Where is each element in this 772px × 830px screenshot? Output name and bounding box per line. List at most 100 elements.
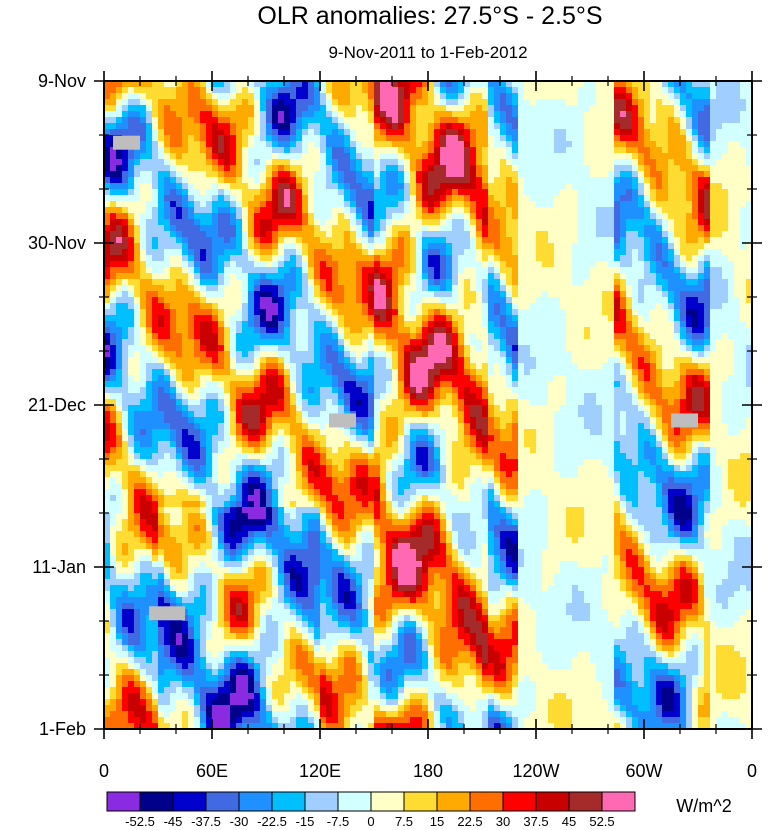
heatmap-cell [272,237,279,244]
heatmap-cell [350,255,357,262]
heatmap-cell [248,615,255,622]
heatmap-cell [374,357,381,364]
heatmap-cell [236,339,243,346]
heatmap-cell [260,291,267,298]
heatmap-cell [182,153,189,160]
heatmap-cell [374,711,381,718]
heatmap-cell [284,93,291,100]
heatmap-cell [320,597,327,604]
heatmap-cell [284,153,291,160]
heatmap-cell [266,495,273,502]
heatmap-cell [368,513,375,520]
heatmap-cell [314,357,321,364]
heatmap-cell [212,363,219,370]
heatmap-cell [272,489,279,496]
heatmap-cell [296,549,303,556]
heatmap-cell [242,387,249,394]
heatmap-cell [266,405,273,412]
heatmap-cell [140,99,147,106]
heatmap-cell [302,513,309,520]
heatmap-cell [320,363,327,370]
heatmap-cell [242,465,249,472]
heatmap-cell [248,627,255,634]
heatmap-cell [350,549,357,556]
heatmap-cell [170,393,177,400]
heatmap-cell [224,393,231,400]
heatmap-cell [164,339,171,346]
heatmap-cell [104,141,111,148]
heatmap-cell [218,633,225,640]
heatmap-cell [302,249,309,256]
heatmap-cell [272,105,279,112]
heatmap-cell [374,147,381,154]
heatmap-cell [122,567,129,574]
heatmap-cell [188,195,195,202]
heatmap-cell [140,111,147,118]
heatmap-cell [176,345,183,352]
heatmap-cell [134,213,141,220]
heatmap-cell [122,315,129,322]
heatmap-cell [302,393,309,400]
heatmap-cell [248,213,255,220]
heatmap-cell [278,489,285,496]
heatmap-cell [284,411,291,418]
heatmap-cell [362,387,369,394]
heatmap-cell [344,105,351,112]
heatmap-cell [242,603,249,610]
heatmap-cell [194,579,201,586]
heatmap-cell [110,165,117,172]
heatmap-cell [116,303,123,310]
heatmap-cell [206,189,213,196]
heatmap-cell [236,309,243,316]
heatmap-cell [308,711,315,718]
heatmap-cell [326,405,333,412]
heatmap-cell [212,603,219,610]
heatmap-cell [200,525,207,532]
heatmap-cell [254,687,261,694]
heatmap-cell [374,309,381,316]
heatmap-cell [206,543,213,550]
heatmap-cell [128,609,135,616]
heatmap-cell [350,135,357,142]
heatmap-cell [146,333,153,340]
heatmap-cell [104,111,111,118]
heatmap-cell [200,711,207,718]
heatmap-cell [344,99,351,106]
heatmap-cell [272,657,279,664]
heatmap-cell [278,213,285,220]
heatmap-cell [248,417,255,424]
heatmap-cell [164,717,171,724]
heatmap-cell [122,633,129,640]
heatmap-cell [248,231,255,238]
heatmap-cell [362,405,369,412]
heatmap-cell [242,315,249,322]
heatmap-cell [170,105,177,112]
heatmap-cell [254,375,261,382]
heatmap-cell [140,189,147,196]
heatmap-cell [350,339,357,346]
heatmap-cell [194,135,201,142]
heatmap-cell [218,615,225,622]
heatmap-cell [248,621,255,628]
heatmap-cell [338,273,345,280]
heatmap-cell [164,99,171,106]
heatmap-cell [320,387,327,394]
heatmap-cell [164,495,171,502]
heatmap-cell [134,525,141,532]
heatmap-cell [320,417,327,424]
heatmap-cell [116,159,123,166]
heatmap-cell [296,165,303,172]
heatmap-cell [242,555,249,562]
heatmap-cell [350,261,357,268]
heatmap-cell [110,333,117,340]
heatmap-cell [296,471,303,478]
heatmap-cell [374,111,381,118]
heatmap-cell [122,345,129,352]
heatmap-cell [188,471,195,478]
heatmap-cell [368,429,375,436]
heatmap-cell [194,567,201,574]
heatmap-cell [260,525,267,532]
heatmap-cell [248,225,255,232]
heatmap-cell [218,177,225,184]
heatmap-cell [272,297,279,304]
